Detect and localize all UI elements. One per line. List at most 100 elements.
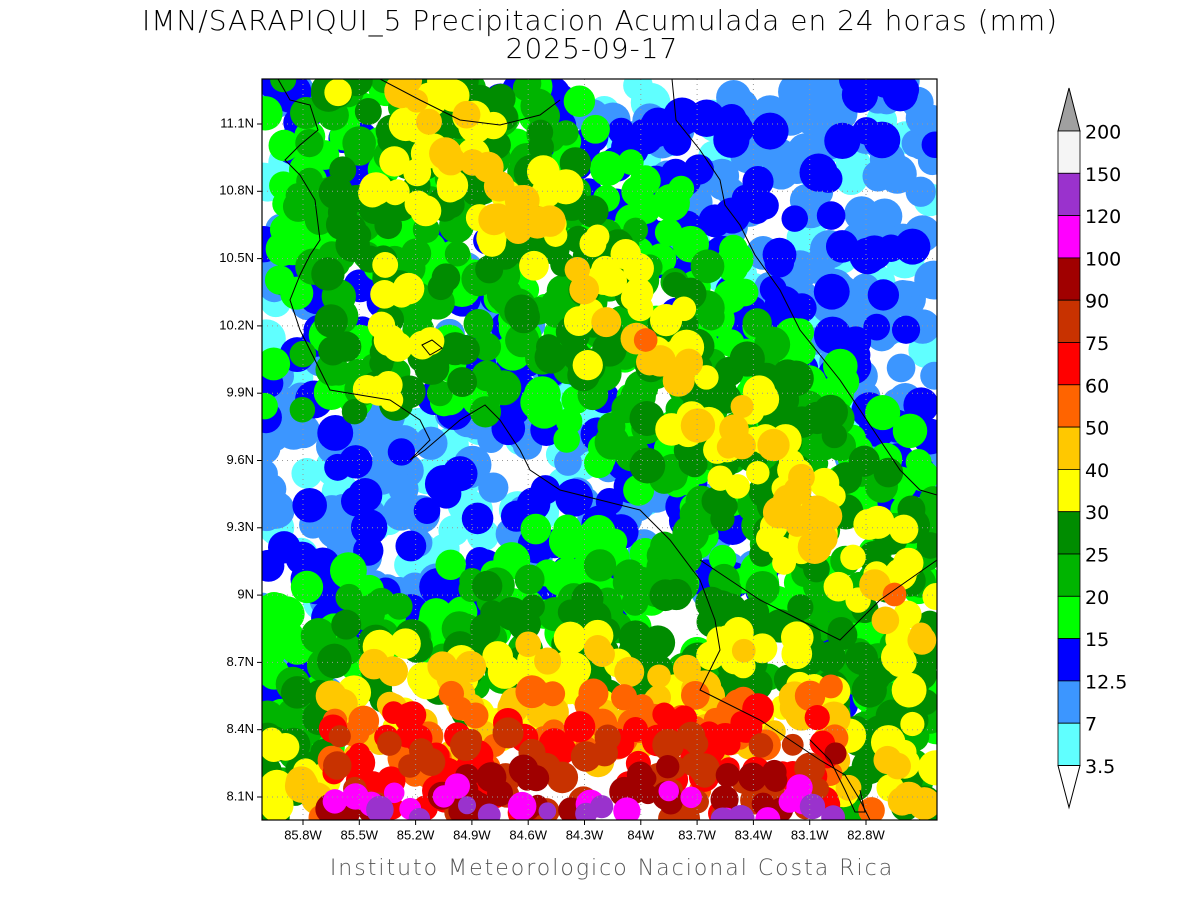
rain-cell [404, 190, 432, 218]
colorbar-box [1057, 722, 1081, 766]
rain-cell [483, 171, 515, 202]
rain-cell [388, 474, 419, 505]
rain-cell [290, 97, 323, 130]
lon-tick-label: 85.5W [341, 827, 379, 842]
rain-cell [892, 413, 928, 449]
rain-cell [571, 582, 604, 615]
rain-cell [917, 750, 937, 786]
rain-cell [520, 513, 552, 545]
rain-cell [452, 100, 481, 129]
rain-cell [414, 426, 448, 460]
rain-cell [662, 126, 692, 156]
rain-cell [589, 150, 626, 187]
rain-cell [673, 654, 701, 683]
rain-cell [343, 417, 380, 454]
subtitle: 2025-09-17 [506, 32, 679, 65]
colorbar-box [1057, 299, 1081, 343]
rain-cell [816, 201, 846, 230]
rain-cell [778, 79, 818, 112]
rain-cell [526, 155, 560, 188]
colorbar-under [1057, 765, 1081, 810]
rain-cell [329, 156, 357, 184]
rain-cell [534, 205, 566, 237]
rain-cell [627, 118, 664, 155]
colorbar-label: 30 [1085, 502, 1109, 524]
lat-tick-label: 10.2N [219, 317, 254, 332]
rain-cell [459, 149, 487, 176]
rain-cell [900, 711, 925, 737]
rain-cell [681, 451, 708, 478]
title: IMN/SARAPIQUI_5 Precipitacion Acumulada … [142, 4, 1058, 38]
rain-cell [688, 753, 720, 785]
rain-cell [572, 350, 603, 381]
coastlines [277, 79, 937, 820]
rain-cell [823, 348, 858, 384]
rain-cell [746, 460, 770, 485]
rain-cell [623, 79, 653, 101]
rain-cell [907, 625, 937, 655]
rain-cell [725, 474, 750, 499]
rain-cell [378, 656, 408, 687]
rain-cell [331, 609, 362, 640]
rain-cell [801, 401, 834, 435]
rain-cell [508, 754, 539, 785]
rain-cell [886, 353, 916, 383]
rain-cell [447, 367, 478, 398]
colorbar-label: 60 [1085, 375, 1109, 397]
rain-cell [873, 457, 904, 488]
rain-cell [614, 656, 645, 688]
rain-cell [384, 79, 419, 109]
rain-cell [821, 805, 846, 820]
rain-cell [553, 120, 579, 146]
colorbar-box [1057, 468, 1081, 513]
rain-cell [504, 294, 539, 329]
rain-cell [538, 802, 557, 820]
rain-cell [311, 257, 345, 291]
rain-cell [623, 252, 654, 284]
lon-tick-label: 83.1W [791, 827, 829, 842]
rain-cell [757, 428, 790, 462]
rain-cell [730, 710, 763, 743]
rain-cell [262, 727, 284, 751]
lat-tick-label: 10.5N [219, 250, 254, 265]
rain-cell [273, 230, 304, 261]
rain-cell [787, 594, 814, 621]
rain-cell [613, 797, 641, 820]
colorbar-label: 7 [1085, 714, 1097, 736]
rain-cell [383, 782, 405, 804]
rain-cell [865, 394, 901, 431]
colorbar-box [1057, 342, 1081, 386]
colorbar-label: 3.5 [1085, 756, 1115, 778]
rain-cell [886, 652, 912, 677]
rain-cell [262, 392, 278, 420]
rain-cell [698, 204, 732, 238]
rain-cell [323, 751, 352, 780]
rain-cell [662, 271, 688, 298]
colorbar-box [1057, 680, 1081, 724]
rain-cell [341, 398, 368, 425]
rain-cell [824, 122, 861, 159]
rain-cell [372, 251, 399, 278]
rain-cell [591, 739, 619, 767]
rain-cell [738, 762, 768, 792]
rain-cell [395, 530, 427, 562]
rain-cell [461, 502, 494, 535]
colorbar-box [1057, 511, 1081, 555]
rain-cell [292, 487, 327, 523]
rain-cell [574, 692, 600, 718]
rain-cell [269, 596, 305, 632]
lat-tick-label: 10.8N [219, 183, 254, 198]
rain-cell [487, 654, 522, 689]
rain-cell [262, 549, 285, 582]
rain-cell [462, 702, 489, 729]
colorbar-label: 75 [1085, 333, 1109, 355]
rain-cell [492, 717, 524, 749]
rain-cell [787, 293, 817, 323]
rain-cell [810, 79, 845, 103]
rain-cell [382, 494, 420, 531]
lat-tick-label: 8.4N [227, 721, 254, 736]
rain-cell [858, 797, 885, 820]
rain-cell [591, 307, 622, 338]
rain-cell [763, 768, 788, 792]
rain-cell [905, 449, 932, 475]
